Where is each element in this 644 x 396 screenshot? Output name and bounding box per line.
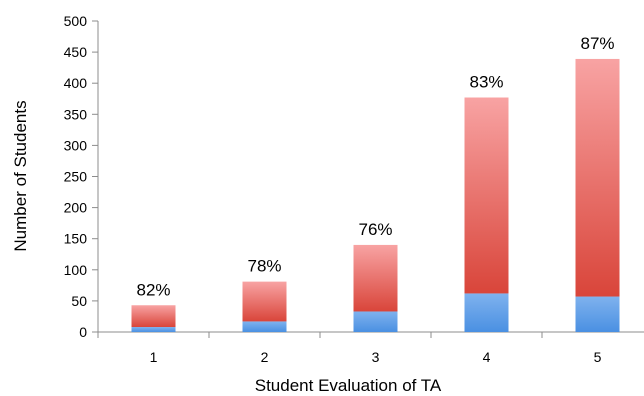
- y-tick-label: 50: [71, 293, 87, 309]
- y-tick-label: 200: [64, 200, 88, 216]
- y-tick-label: 250: [64, 169, 88, 185]
- y-tick-label: 450: [64, 44, 88, 60]
- plot-area: 0 50 100 150 200 250 300 350 400 450 500 1 82% 2 78% 3 7…: [64, 13, 644, 365]
- bar-segment-red: [131, 305, 176, 328]
- x-tick-label: 5: [594, 349, 602, 365]
- x-tick-label: 1: [150, 349, 158, 365]
- bar-segment-blue: [575, 296, 620, 332]
- y-tick-label: 500: [64, 13, 88, 29]
- y-tick-label: 100: [64, 262, 88, 278]
- bar-segment-red: [575, 58, 620, 297]
- y-tick-label: 150: [64, 231, 88, 247]
- y-tick-label: 350: [64, 106, 88, 122]
- bar-data-label: 82%: [136, 280, 170, 299]
- x-tick-label: 2: [261, 349, 269, 365]
- bar-segment-blue: [464, 293, 509, 332]
- bar-data-label: 83%: [469, 73, 503, 92]
- x-axis-title: Student Evaluation of TA: [255, 376, 442, 395]
- bar-segment-blue: [242, 321, 287, 332]
- x-tick-label: 3: [372, 349, 380, 365]
- bar-data-label: 87%: [580, 34, 614, 53]
- bar-segment-red: [242, 281, 287, 322]
- bar-data-label: 76%: [358, 220, 392, 239]
- bar-data-label: 78%: [247, 257, 281, 276]
- bar-segment-blue: [353, 311, 398, 332]
- y-axis-title: Number of Students: [11, 100, 30, 251]
- bar-segment-red: [464, 97, 509, 294]
- bar-segment-red: [353, 244, 398, 312]
- y-tick-label: 400: [64, 75, 88, 91]
- bar-segment-blue: [131, 327, 176, 332]
- x-tick-label: 4: [483, 349, 491, 365]
- y-tick-label: 0: [79, 324, 87, 340]
- y-tick-label: 300: [64, 137, 88, 153]
